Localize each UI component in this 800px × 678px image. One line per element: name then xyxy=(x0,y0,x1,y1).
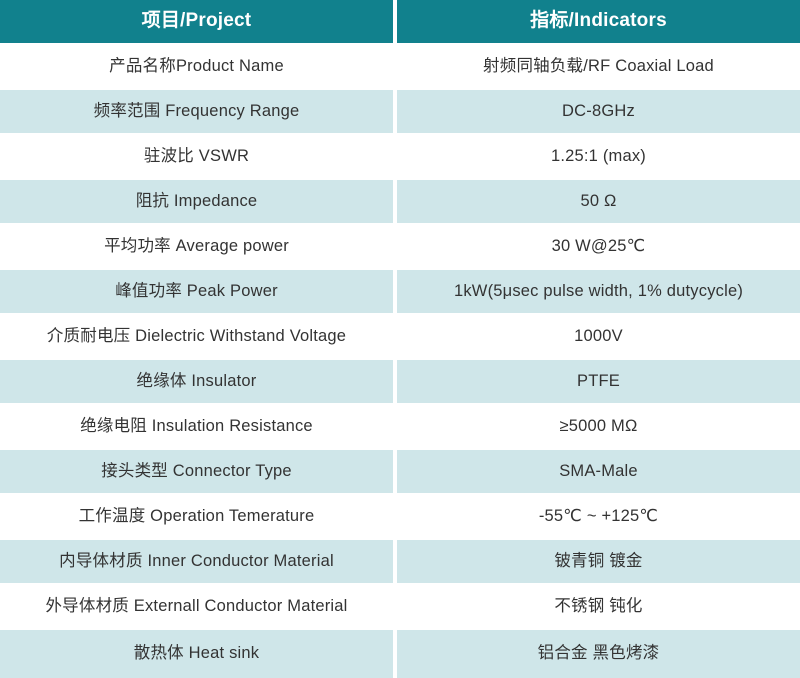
project-cell: 介质耐电压 Dielectric Withstand Voltage xyxy=(0,315,393,360)
indicator-cell: ≥5000 MΩ xyxy=(397,405,800,450)
indicator-cell: 1.25:1 (max) xyxy=(397,135,800,180)
indicator-cell: 50 Ω xyxy=(397,180,800,225)
project-cell: 外导体材质 Externall Conductor Material xyxy=(0,585,393,630)
indicator-cell: -55℃ ~ +125℃ xyxy=(397,495,800,540)
project-cell: 驻波比 VSWR xyxy=(0,135,393,180)
project-cell: 散热体 Heat sink xyxy=(0,630,393,678)
project-cell: 平均功率 Average power xyxy=(0,225,393,270)
indicator-cell: PTFE xyxy=(397,360,800,405)
project-cell: 内导体材质 Inner Conductor Material xyxy=(0,540,393,585)
project-cell: 产品名称Product Name xyxy=(0,45,393,90)
column-header-project: 项目/Project xyxy=(0,0,393,45)
indicator-cell: 铝合金 黑色烤漆 xyxy=(397,630,800,678)
project-cell: 工作温度 Operation Temerature xyxy=(0,495,393,540)
indicator-cell: 1kW(5μsec pulse width, 1% dutycycle) xyxy=(397,270,800,315)
indicator-cell: DC-8GHz xyxy=(397,90,800,135)
indicator-cell: 30 W@25℃ xyxy=(397,225,800,270)
project-cell: 频率范围 Frequency Range xyxy=(0,90,393,135)
indicator-cell: 不锈钢 钝化 xyxy=(397,585,800,630)
indicator-cell: 射频同轴负载/RF Coaxial Load xyxy=(397,45,800,90)
project-cell: 接头类型 Connector Type xyxy=(0,450,393,495)
indicator-cell: 1000V xyxy=(397,315,800,360)
indicator-cell: SMA-Male xyxy=(397,450,800,495)
column-header-indicators: 指标/Indicators xyxy=(397,0,800,45)
project-cell: 阻抗 Impedance xyxy=(0,180,393,225)
project-cell: 绝缘体 Insulator xyxy=(0,360,393,405)
project-cell: 绝缘电阻 Insulation Resistance xyxy=(0,405,393,450)
project-cell: 峰值功率 Peak Power xyxy=(0,270,393,315)
indicator-cell: 铍青铜 镀金 xyxy=(397,540,800,585)
